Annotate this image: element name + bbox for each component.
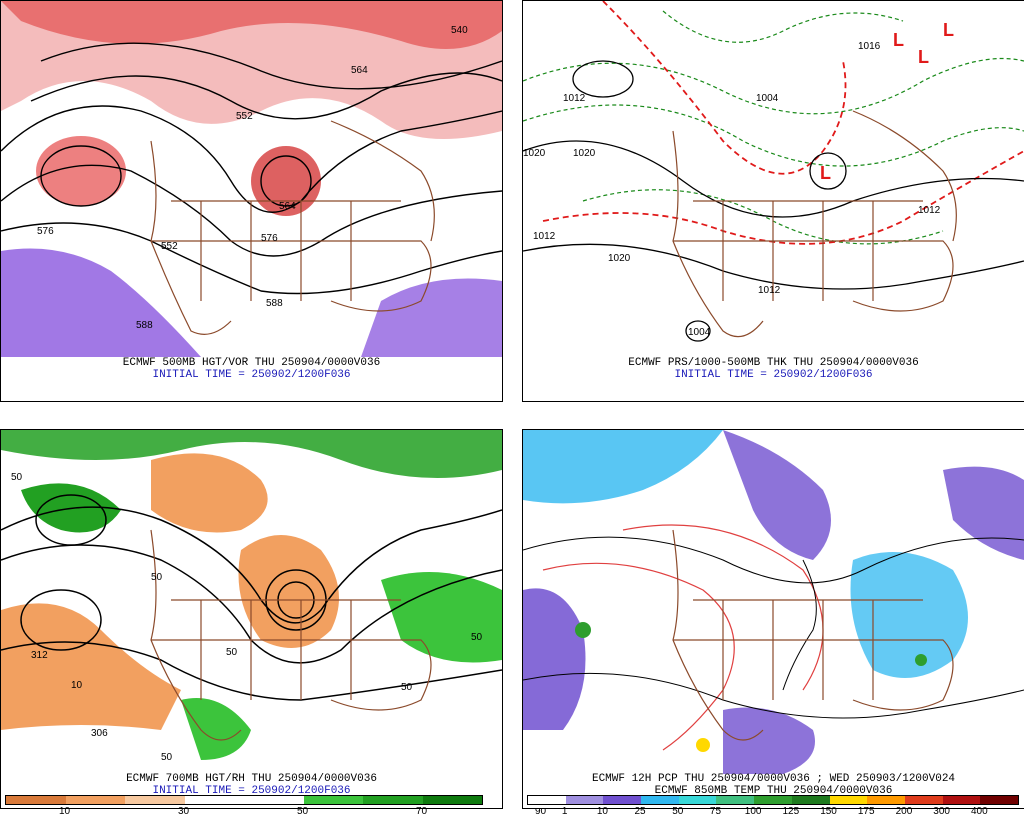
colorbar-tick-label: 70 bbox=[415, 806, 428, 817]
colorbar-tick-label: 400 bbox=[970, 806, 988, 817]
map-500mb: 540 552 576 564 576 588 588 564 552 bbox=[1, 1, 502, 357]
colorbar-tick-label: 10 bbox=[58, 806, 71, 817]
map-prs-thk: 1012 1020 1020 1012 1020 1004 1012 1012 … bbox=[523, 1, 1024, 357]
panel-caption: ECMWF 500MB HGT/VOR THU 250904/0000V036 … bbox=[1, 357, 502, 381]
colorbar-tick-label: 300 bbox=[933, 806, 950, 817]
colorbar-swatch bbox=[980, 796, 1018, 804]
isobar-label: 1012 bbox=[563, 93, 586, 104]
contour-label: 10 bbox=[71, 680, 83, 691]
isobar-label: 1004 bbox=[688, 327, 711, 338]
contour-label: 564 bbox=[279, 201, 296, 212]
caption-initial-time: INITIAL TIME = 250902/1200F036 bbox=[152, 369, 351, 381]
caption-product: ECMWF 700MB HGT/RH THU 250904/0000V036 bbox=[126, 773, 377, 785]
colorbar-tick-label: 200 bbox=[895, 806, 913, 817]
colorbar-swatch bbox=[603, 796, 642, 804]
colorbar-swatch bbox=[867, 796, 905, 804]
colorbar-swatch bbox=[6, 796, 66, 804]
colorbar-swatch bbox=[942, 796, 981, 804]
panel-caption: ECMWF 12H PCP THU 250904/0000V036 ; WED … bbox=[523, 773, 1024, 797]
contour-label: 50 bbox=[401, 682, 413, 693]
isobar-label: 1020 bbox=[608, 253, 631, 264]
colorbar-tick-label: 175 bbox=[857, 806, 875, 817]
isobar-label: 1020 bbox=[573, 148, 596, 159]
colorbar-tick-label: 100 bbox=[744, 806, 762, 817]
caption-product-secondary: ECMWF 850MB TEMP THU 250904/0000V036 bbox=[654, 785, 893, 797]
panel-caption: ECMWF 700MB HGT/RH THU 250904/0000V036 I… bbox=[1, 773, 502, 797]
colorbar-swatch bbox=[65, 796, 125, 804]
colorbar-tick-label: 10 bbox=[596, 806, 608, 817]
isobar-label: 1012 bbox=[758, 285, 781, 296]
caption-product: ECMWF 500MB HGT/VOR THU 250904/0000V036 bbox=[122, 357, 381, 369]
colorbar-swatch bbox=[184, 796, 244, 804]
contour-label: 50 bbox=[226, 647, 238, 658]
panel-700mb-hgt-rh: 50 50 10 312 50 50 50 50 306 ECMWF 700MB… bbox=[0, 429, 503, 809]
caption-product: ECMWF PRS/1000-500MB THK THU 250904/0000… bbox=[628, 357, 919, 369]
caption-initial-time: INITIAL TIME = 250902/1200F036 bbox=[152, 785, 351, 797]
colorbar-swatch bbox=[641, 796, 679, 804]
colorbar-tick-label: 1 bbox=[561, 806, 568, 817]
contour-label: 576 bbox=[261, 233, 278, 244]
contour-label: 50 bbox=[161, 752, 173, 763]
contour-label: 552 bbox=[161, 241, 178, 252]
colorbar-tick-label: 90 bbox=[534, 806, 547, 817]
isobar-label: 1016 bbox=[858, 41, 881, 52]
panel-500mb-hgt-vor: 540 552 576 564 576 588 588 564 552 ECMW… bbox=[0, 0, 503, 402]
colorbar-tick-label: 125 bbox=[782, 806, 800, 817]
colorbar-swatch bbox=[303, 796, 363, 804]
caption-product: ECMWF 12H PCP THU 250904/0000V036 ; WED … bbox=[591, 773, 956, 785]
isobar-label: 1020 bbox=[523, 148, 546, 159]
map-700mb: 50 50 10 312 50 50 50 50 306 bbox=[1, 430, 502, 774]
colorbar-swatch bbox=[716, 796, 755, 804]
colorbar-swatch bbox=[829, 796, 868, 804]
panel-prs-thk: 1012 1020 1020 1012 1020 1004 1012 1012 … bbox=[522, 0, 1024, 402]
colorbar-swatch bbox=[678, 796, 717, 804]
colorbar-swatch bbox=[363, 796, 423, 804]
contour-label: 312 bbox=[31, 650, 48, 661]
low-pressure-marker: L bbox=[943, 20, 954, 40]
contour-label: 588 bbox=[136, 320, 153, 331]
precip-colorbar bbox=[527, 795, 1019, 805]
colorbar-swatch bbox=[754, 796, 792, 804]
colorbar-swatch bbox=[422, 796, 482, 804]
colorbar-swatch bbox=[904, 796, 943, 804]
precip-colorbar-ticks: 1 10 25 50 75 100 125 150 175 200 300 400 bbox=[527, 806, 1017, 818]
rh-colorbar-ticks: 10 30 50 70 90 bbox=[5, 806, 546, 818]
colorbar-swatch bbox=[565, 796, 604, 804]
colorbar-tick-label: 30 bbox=[177, 806, 190, 817]
contour-label: 50 bbox=[151, 572, 163, 583]
colorbar-swatch bbox=[244, 796, 304, 804]
panel-12h-pcp-850mb-temp: ECMWF 12H PCP THU 250904/0000V036 ; WED … bbox=[522, 429, 1024, 809]
rh-colorbar bbox=[5, 795, 483, 805]
contour-label: 50 bbox=[11, 472, 23, 483]
colorbar-swatch bbox=[528, 796, 566, 804]
low-pressure-marker: L bbox=[918, 47, 929, 67]
isobar-label: 1004 bbox=[756, 93, 779, 104]
colorbar-tick-label: 75 bbox=[709, 806, 722, 817]
contour-label: 552 bbox=[236, 111, 253, 122]
map-pcp-temp bbox=[523, 430, 1024, 774]
contour-label: 564 bbox=[351, 65, 368, 76]
colorbar-tick-label: 50 bbox=[296, 806, 309, 817]
low-pressure-marker: L bbox=[893, 30, 904, 50]
contour-label: 306 bbox=[91, 728, 108, 739]
colorbar-tick-label: 150 bbox=[820, 806, 837, 817]
low-pressure-marker: L bbox=[820, 163, 831, 183]
contour-label: 576 bbox=[37, 226, 54, 237]
caption-initial-time: INITIAL TIME = 250902/1200F036 bbox=[674, 369, 873, 381]
isobar-label: 1012 bbox=[533, 231, 556, 242]
isobar-label: 1012 bbox=[918, 205, 941, 216]
contour-label: 588 bbox=[266, 298, 283, 309]
colorbar-tick-label: 25 bbox=[634, 806, 646, 817]
contour-label: 50 bbox=[471, 632, 483, 643]
colorbar-swatch bbox=[125, 796, 185, 804]
contour-label: 540 bbox=[451, 25, 468, 36]
colorbar-swatch bbox=[791, 796, 830, 804]
colorbar-tick-label: 50 bbox=[672, 806, 684, 817]
panel-caption: ECMWF PRS/1000-500MB THK THU 250904/0000… bbox=[523, 357, 1024, 381]
